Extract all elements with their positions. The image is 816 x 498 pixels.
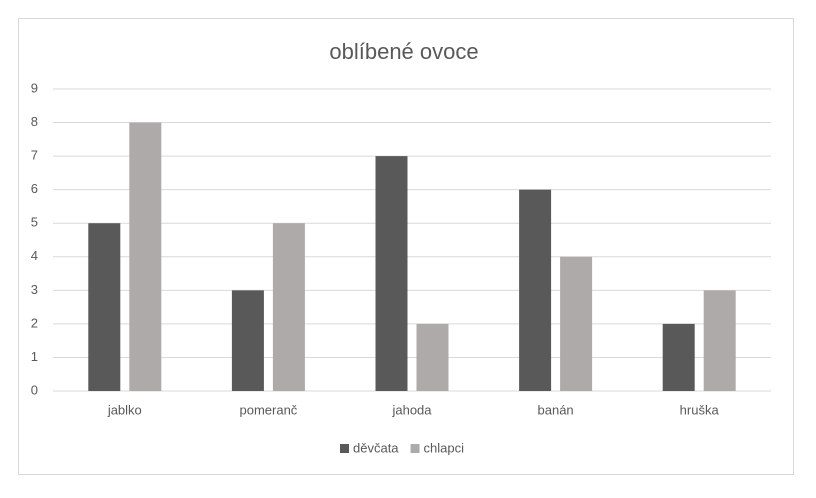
y-tick-label: 9	[31, 80, 38, 95]
x-tick-label: banán	[538, 402, 574, 417]
y-tick-label: 2	[31, 315, 38, 330]
x-tick-label: hruška	[680, 402, 720, 417]
x-tick-label: jablko	[107, 402, 142, 417]
y-tick-label: 4	[31, 248, 38, 263]
legend-label: chlapci	[424, 440, 465, 455]
y-tick-label: 3	[31, 282, 38, 297]
y-tick-label: 5	[31, 215, 38, 230]
bar	[129, 122, 162, 392]
x-tick-label: jahoda	[391, 402, 432, 417]
legend-swatch	[410, 444, 420, 453]
bar	[88, 223, 121, 391]
bar	[662, 323, 695, 391]
y-tick-label: 6	[31, 181, 38, 196]
bar	[519, 189, 552, 391]
y-tick-label: 1	[31, 349, 38, 364]
legend-swatch	[340, 444, 349, 453]
y-tick-label: 7	[31, 148, 38, 163]
chart-title: oblíbené ovoce	[329, 39, 478, 64]
y-tick-label: 8	[31, 114, 38, 129]
x-tick-label: pomeranč	[239, 402, 297, 417]
y-tick-label: 0	[31, 382, 38, 397]
bar	[272, 223, 305, 391]
bar	[703, 290, 736, 391]
bar	[375, 156, 408, 391]
legend-label: děvčata	[353, 440, 399, 455]
bar	[416, 323, 449, 391]
bar	[560, 256, 593, 391]
bar	[231, 290, 264, 391]
